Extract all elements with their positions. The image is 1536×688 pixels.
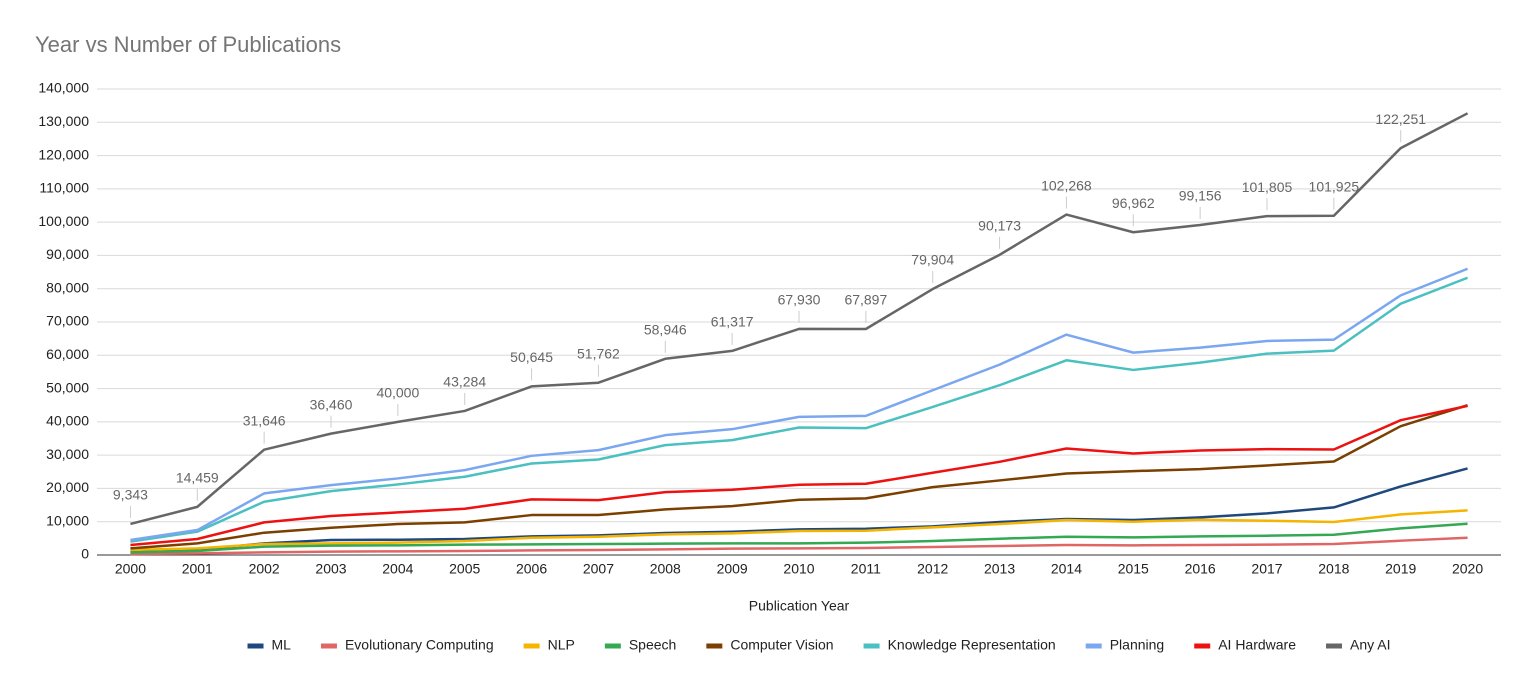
- data-label: 99,156: [1179, 188, 1222, 204]
- data-label: 90,173: [978, 218, 1021, 234]
- legend-label: ML: [272, 637, 292, 653]
- legend-swatch: [864, 644, 880, 649]
- y-tick-label: 140,000: [38, 80, 89, 96]
- legend-label: Evolutionary Computing: [345, 637, 494, 653]
- y-tick-label: 110,000: [39, 180, 89, 196]
- legend-swatch: [248, 644, 264, 649]
- x-tick-label: 2008: [650, 561, 681, 577]
- y-tick-label: 90,000: [46, 246, 89, 262]
- y-tick-label: 130,000: [38, 113, 89, 129]
- chart-title: Year vs Number of Publications: [35, 32, 341, 57]
- x-tick-label: 2010: [783, 561, 814, 577]
- legend-swatch: [1194, 644, 1210, 649]
- legend-label: Knowledge Representation: [888, 637, 1056, 653]
- legend-swatch: [524, 644, 540, 649]
- data-label: 101,925: [1309, 178, 1360, 194]
- data-label: 58,946: [644, 321, 687, 337]
- data-label: 101,805: [1242, 179, 1293, 195]
- y-tick-label: 50,000: [46, 379, 89, 395]
- y-tick-label: 30,000: [46, 446, 89, 462]
- y-tick-label: 40,000: [46, 413, 89, 429]
- data-label: 122,251: [1375, 111, 1426, 127]
- x-tick-label: 2007: [583, 561, 614, 577]
- legend-swatch: [1086, 644, 1102, 649]
- data-label: 31,646: [243, 412, 286, 428]
- y-tick-label: 80,000: [46, 279, 89, 295]
- legend-label: AI Hardware: [1218, 637, 1296, 653]
- legend-swatch: [321, 644, 337, 649]
- x-tick-label: 2011: [851, 561, 881, 577]
- data-label: 67,897: [844, 292, 887, 308]
- y-tick-label: 60,000: [46, 346, 89, 362]
- data-label: 50,645: [510, 349, 553, 365]
- x-tick-label: 2017: [1251, 561, 1282, 577]
- data-label: 102,268: [1041, 177, 1092, 193]
- y-tick-label: 100,000: [38, 213, 89, 229]
- data-label: 40,000: [376, 385, 419, 401]
- data-label: 96,962: [1112, 195, 1155, 211]
- x-tick-label: 2012: [917, 561, 948, 577]
- x-tick-label: 2018: [1318, 561, 1349, 577]
- x-tick-label: 2009: [717, 561, 748, 577]
- x-tick-label: 2004: [382, 561, 413, 577]
- x-axis-label: Publication Year: [749, 598, 850, 614]
- x-tick-label: 2006: [516, 561, 547, 577]
- x-tick-label: 2019: [1385, 561, 1416, 577]
- y-tick-label: 20,000: [46, 479, 89, 495]
- x-tick-label: 2013: [984, 561, 1015, 577]
- legend-label: NLP: [548, 637, 575, 653]
- y-tick-label: 10,000: [46, 512, 89, 528]
- y-tick-label: 120,000: [38, 146, 89, 162]
- data-label: 36,460: [310, 396, 353, 412]
- data-label: 9,343: [113, 487, 148, 503]
- legend-label: Computer Vision: [730, 637, 833, 653]
- x-tick-label: 2003: [315, 561, 346, 577]
- data-label: 61,317: [711, 314, 754, 330]
- legend-swatch: [605, 644, 621, 649]
- data-label: 51,762: [577, 345, 620, 361]
- legend-label: Speech: [629, 637, 676, 653]
- legend-swatch: [706, 644, 722, 649]
- legend-label: Planning: [1110, 637, 1165, 653]
- x-tick-label: 2016: [1185, 561, 1216, 577]
- x-tick-label: 2014: [1051, 561, 1082, 577]
- legend-label: Any AI: [1350, 637, 1390, 653]
- x-tick-label: 2002: [249, 561, 280, 577]
- data-label: 14,459: [176, 470, 219, 486]
- x-tick-label: 2015: [1118, 561, 1149, 577]
- y-tick-label: 70,000: [46, 313, 89, 329]
- x-tick-label: 2001: [182, 561, 213, 577]
- x-tick-label: 2005: [449, 561, 480, 577]
- data-label: 67,930: [778, 292, 821, 308]
- data-label: 79,904: [911, 252, 954, 268]
- legend-swatch: [1326, 644, 1342, 649]
- x-tick-label: 2000: [115, 561, 146, 577]
- data-label: 43,284: [443, 374, 486, 390]
- x-tick-label: 2020: [1452, 561, 1483, 577]
- y-tick-label: 0: [81, 546, 89, 562]
